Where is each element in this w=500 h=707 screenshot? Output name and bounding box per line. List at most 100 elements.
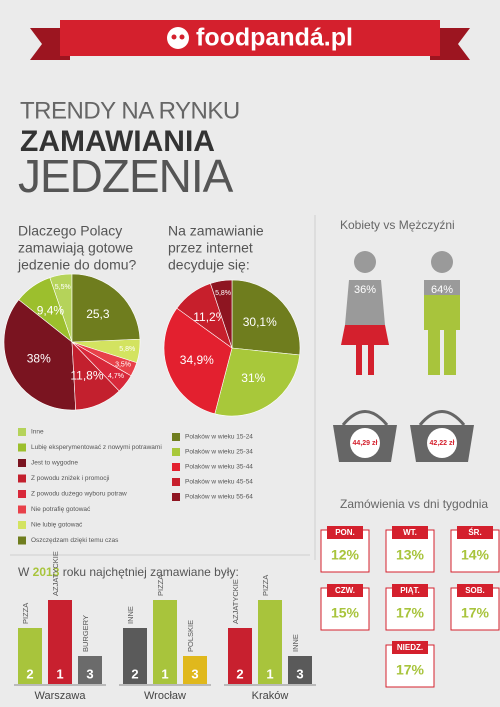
pie-label: 5,8% [215, 290, 231, 297]
legend-swatch [18, 474, 26, 483]
person-body [424, 295, 460, 330]
person-leg [356, 345, 362, 375]
legend-swatch [172, 463, 180, 471]
rank-number: 2 [131, 666, 138, 681]
rank-number: 1 [56, 666, 63, 681]
rank-bar [78, 656, 102, 684]
pie-slice [231, 279, 301, 356]
person-head [354, 251, 376, 273]
rank-bar [123, 628, 147, 684]
day-share: 17% [461, 605, 490, 621]
day-name: ŚR. [468, 528, 481, 537]
rank-number: 2 [26, 666, 33, 681]
legend-label: Oszczędzam dzięki temu czas [31, 537, 119, 544]
day-name: PIĄT. [400, 586, 420, 595]
gender-share: 36% [354, 284, 376, 296]
pie-label: 30,1% [243, 315, 277, 329]
legend-label: Inne [31, 429, 44, 436]
legend-label: Polaków w wieku 15-24 [185, 434, 253, 441]
legend-label: Polaków w wieku 55-64 [185, 494, 253, 501]
ranking-title-part: W [18, 565, 33, 579]
day-tab [327, 526, 363, 539]
ranking-title-part: 2013 [33, 565, 60, 579]
rank-category: POLSKIE [186, 620, 195, 652]
rank-category: PIZZA [156, 575, 165, 596]
rank-bar [183, 656, 207, 684]
rank-bar [258, 600, 282, 684]
pie-label: 34,9% [180, 353, 214, 367]
pie-slice [71, 273, 141, 343]
legend-swatch [18, 459, 26, 467]
legend-swatch [18, 521, 26, 529]
legend-label: Polaków w wieku 45-54 [185, 479, 253, 486]
pie-title: Na zamawianie [168, 223, 264, 239]
legend-label: Nie potrafię gotować [31, 506, 91, 513]
city-name: Warszawa [35, 690, 87, 702]
rank-number: 3 [191, 666, 198, 681]
headline-3: JEDZENIA [18, 150, 234, 202]
day-name: SOB. [465, 586, 485, 595]
basket-handle [341, 410, 389, 426]
legend-swatch [18, 536, 26, 545]
ranking-title: W 2013 roku najchętniej zamawiane były: [18, 565, 239, 579]
legend-label: Polaków w wieku 25-34 [185, 449, 253, 456]
legend-swatch [172, 478, 180, 486]
person-body [345, 280, 385, 325]
legend-label: Z powodu zniżek i promocji [31, 475, 109, 482]
day-tab [392, 526, 428, 539]
pie-title: Dlaczego Polacy [18, 223, 122, 239]
day-tab [327, 584, 363, 597]
rank-category: AZJATYCKIE [231, 579, 240, 624]
rank-number: 3 [296, 666, 303, 681]
day-tab [457, 584, 493, 597]
rank-category: INNE [126, 606, 135, 624]
basket-handle [418, 410, 466, 426]
rank-category: BURGERY [81, 615, 90, 652]
pie-label: 4,7% [108, 373, 124, 380]
person-body [424, 280, 460, 295]
pie-label: 31% [241, 371, 265, 385]
rank-bar [288, 656, 312, 684]
pie-title: jedzenie do domu? [17, 257, 137, 273]
legend-label: Lubię eksperymentować z nowymi potrawami [31, 444, 162, 451]
pie-label: 5,5% [55, 284, 71, 291]
legend-swatch [172, 493, 180, 501]
day-name: NIEDZ. [397, 643, 423, 652]
legend-swatch [172, 433, 180, 441]
basket-price: 44,29 zł [353, 440, 378, 447]
legend-swatch [18, 505, 26, 514]
day-name: WT. [403, 528, 417, 537]
rank-category: INNE [291, 634, 300, 652]
rank-category: PIZZA [21, 603, 30, 624]
city-name: Wrocław [144, 690, 186, 702]
person-leg [444, 330, 456, 375]
pie-slice [214, 347, 300, 417]
day-tab [392, 641, 428, 654]
gender-title: Kobiety vs Mężczyźni [340, 218, 455, 232]
pie-slice [210, 279, 233, 349]
day-tab [457, 526, 493, 539]
legend-swatch [18, 443, 26, 452]
rank-bar [48, 600, 72, 684]
headline-1: TRENDY NA RYNKU [20, 97, 240, 124]
city-name: Kraków [252, 690, 289, 702]
brand: foodpandá.pl [196, 24, 353, 52]
day-share: 14% [461, 547, 490, 563]
pie-label: 9,4% [37, 304, 65, 318]
pie-label: 5,8% [119, 346, 135, 353]
rank-category: PIZZA [261, 575, 270, 596]
gender-share: 64% [431, 284, 453, 296]
legend-label: Z powodu dużego wyboru potraw [31, 491, 127, 498]
ribbon [60, 20, 440, 56]
pie-slice [3, 299, 77, 411]
person-skirt [341, 325, 389, 345]
basket-badge [350, 428, 380, 458]
day-share: 15% [331, 605, 360, 621]
pie-label: 38% [27, 351, 51, 365]
pie-title: zamawiają gotowe [18, 240, 133, 256]
panda-eye [171, 34, 177, 40]
pie-label: 11,8% [70, 368, 103, 382]
